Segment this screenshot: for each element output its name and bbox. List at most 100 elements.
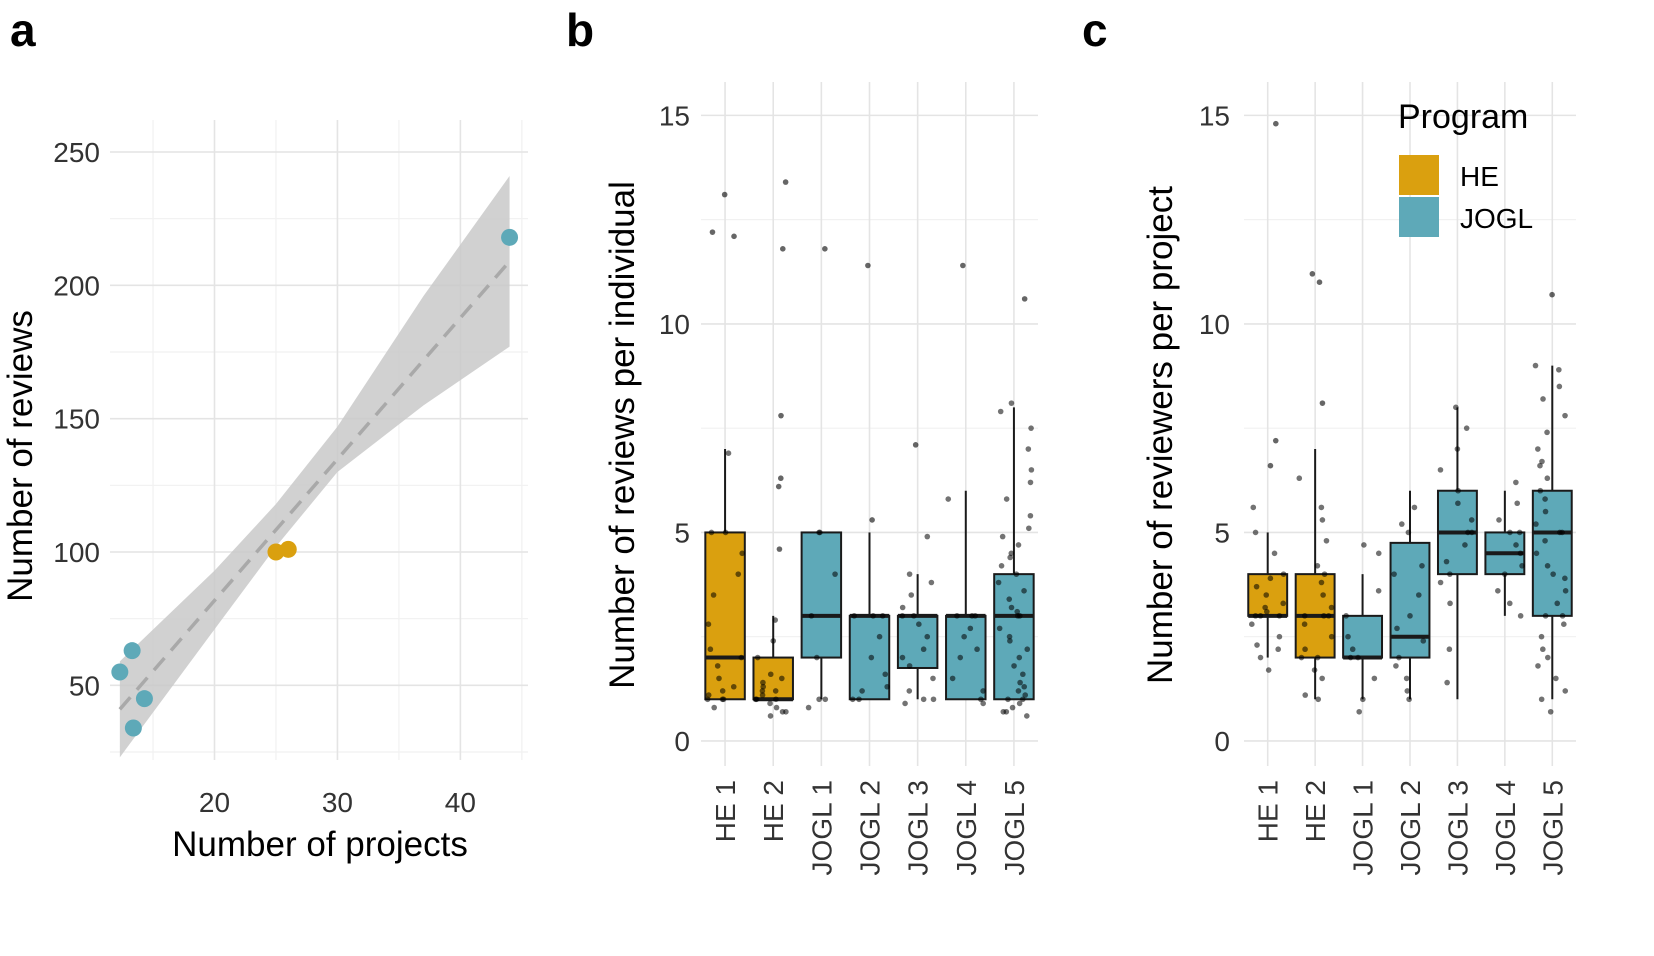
panel-b-jitter-point: [1011, 663, 1017, 669]
panel-c-jitter-point: [1250, 504, 1257, 511]
panel-b-jitter-point: [1008, 604, 1015, 611]
panel-c-jitter-point: [1544, 429, 1550, 436]
panel-b-jitter-point: [930, 675, 936, 682]
panel-b-jitter-point: [1024, 646, 1031, 653]
panel-b-jitter-point: [730, 683, 737, 690]
panel-b-outlier-point: [778, 412, 784, 419]
panel-c-jitter-point: [1253, 583, 1260, 590]
panel-c-jitter-point: [1514, 500, 1521, 507]
panel-c-y-tick-label: 10: [1199, 309, 1230, 340]
panel-a-fit-line: [118, 260, 511, 711]
legend-label-he: HE: [1460, 161, 1499, 192]
panel-c-box: [1531, 489, 1573, 617]
panel-c-jitter-point: [1462, 542, 1468, 548]
legend-swatch-he: [1399, 155, 1439, 195]
panel-c-jitter-point: [1371, 675, 1378, 682]
panel-c-jitter-point: [1513, 542, 1519, 548]
panel-c-jitter-point: [1276, 633, 1283, 640]
panel-c-jitter-point: [1544, 475, 1551, 482]
panel-b-box: [752, 656, 794, 701]
panel-b-jitter-point: [1006, 596, 1013, 602]
panel-b-outlier-point: [960, 262, 966, 269]
panel-b-jitter-point: [859, 688, 865, 694]
panel-b-jitter-point: [849, 696, 856, 703]
panel-c-jitter-point: [1554, 600, 1561, 607]
panel-b-jitter-point: [899, 613, 906, 619]
panel-c-jitter-point: [1391, 571, 1397, 577]
panel-c-jitter-point: [1280, 600, 1287, 607]
panel-b-jitter-point: [735, 571, 742, 577]
panel-c-x-tick-label: JOGL 3: [1442, 780, 1473, 875]
panel-c-jitter-point: [1343, 613, 1349, 619]
panel-c-jitter-point: [1280, 571, 1287, 577]
panel-b-outlier-point: [865, 262, 871, 269]
panel-c-jitter-point: [1540, 646, 1546, 653]
panel-c-jitter-point: [1517, 613, 1524, 619]
panel-b-jitter-point: [899, 654, 906, 661]
panel-c-jitter-point: [1314, 563, 1321, 569]
panel-c-jitter-point: [1542, 508, 1549, 515]
panel-b-jitter-point: [851, 613, 857, 619]
panel-c-outlier-point: [1272, 437, 1279, 444]
panel-c-jitter-point: [1318, 504, 1325, 511]
panel-a-data-point: [123, 642, 141, 660]
panel-c-jitter-point: [1406, 696, 1412, 703]
panel-c-jitter-point: [1347, 654, 1354, 661]
panel-c-jitter-point: [1561, 621, 1567, 627]
panel-c-jitter-point: [1496, 517, 1502, 523]
panel-c-jitter-point: [1398, 521, 1405, 527]
panel-c-jitter-point: [1465, 529, 1471, 536]
panel-c-jitter-point: [1562, 688, 1569, 694]
panel-c-jitter-point: [1556, 366, 1562, 373]
panel-b-jitter-point: [911, 613, 917, 619]
panel-b-jitter-point: [974, 646, 980, 653]
panel-c-jitter-point: [1298, 654, 1305, 661]
panel-b-box: [704, 531, 746, 701]
panel-c-jitter-point: [1302, 646, 1308, 653]
panel-a-confidence-ribbon: [119, 176, 510, 758]
panel-c-jitter-point: [1321, 613, 1327, 619]
panel-c-jitter-point: [1537, 462, 1543, 469]
legend-label-jogl: JOGL: [1460, 203, 1533, 234]
panel-c-jitter-point: [1547, 708, 1554, 715]
panel-b-jitter-point: [767, 671, 774, 678]
panel-c-jitter-point: [1323, 537, 1330, 544]
panel-b-jitter-point: [760, 679, 766, 686]
panel-c-jitter-point: [1535, 446, 1541, 452]
panel-b-jitter-point: [1020, 671, 1026, 678]
panel-b-box: [993, 573, 1035, 701]
legend: Program HE JOGL: [1398, 98, 1533, 237]
panel-b-jitter-point: [1013, 571, 1020, 577]
panel-b-jitter-point: [902, 700, 908, 707]
panel-b-jitter-point: [832, 571, 838, 577]
panel-c-jitter-point: [1533, 550, 1540, 557]
panel-b-outlier-point: [731, 233, 737, 240]
panel-b-jitter-point: [949, 675, 956, 682]
panel-c-jitter-point: [1263, 592, 1270, 598]
panel-b-jitter-point: [1006, 633, 1013, 640]
panel-c-jitter-point: [1437, 467, 1444, 473]
panel-b-outlier-point: [869, 517, 875, 523]
panel-b-jitter-point: [1014, 608, 1021, 615]
panel-c-jitter-point: [1301, 613, 1308, 619]
panel-c-jitter-point: [1562, 412, 1568, 419]
panel-c-y-tick-label: 5: [1214, 517, 1230, 548]
panel-b-jitter-point: [767, 700, 773, 707]
panel-c-x-tick-label: JOGL 1: [1348, 780, 1379, 875]
panel-b-jitter-point: [816, 696, 822, 703]
panel-b-boxplot: 0 5 10 15 HE 1 HE 2 JOGL 1 JOGL 2 JOGL 3 JOGL 4 JO…: [659, 82, 1038, 875]
panel-b-jitter-point: [754, 654, 761, 661]
panel-b-jitter-point: [719, 688, 726, 694]
panel-c-jitter-point: [1252, 613, 1259, 619]
panel-c-jitter-point: [1447, 571, 1453, 577]
panel-b-outlier-point: [822, 246, 828, 252]
panel-a-y-tick-label: 150: [53, 404, 100, 435]
panel-b-jitter-point: [814, 654, 820, 661]
panel-b-outlier-point: [775, 483, 782, 490]
panel-c-jitter-point: [1328, 633, 1335, 640]
panel-b-jitter-point: [1022, 692, 1029, 698]
panel-b-jitter-point: [720, 696, 727, 703]
panel-c-jitter-point: [1249, 621, 1255, 627]
panel-b-jitter-point: [884, 683, 890, 690]
panel-c-jitter-point: [1463, 425, 1470, 431]
